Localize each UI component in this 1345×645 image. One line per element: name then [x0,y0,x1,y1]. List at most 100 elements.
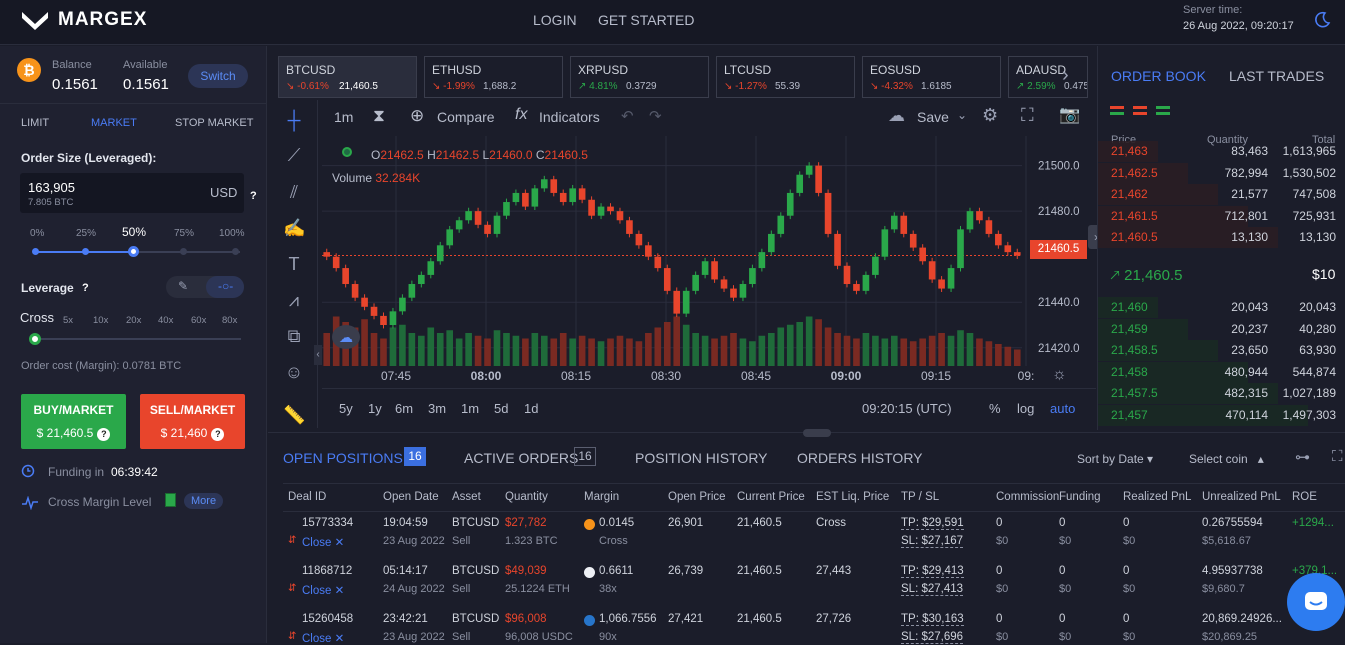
text-icon[interactable]: T [288,254,300,274]
ob-bids-row[interactable]: 21,457.5 482,315 1,027,189 [1098,383,1345,404]
collapse-left-icon[interactable]: ‹ [314,345,322,365]
ticker-ethusd[interactable]: ETHUSD ↘ -1.99% 1,688.2 [424,56,563,98]
switch-button[interactable]: Switch [188,64,248,88]
buy-help-icon[interactable]: ? [97,428,111,441]
ob-asks-row[interactable]: 21,462.5 782,994 1,530,502 [1098,162,1345,184]
tab-order-book[interactable]: ORDER BOOK [1111,68,1206,84]
ticker-adausd[interactable]: ADAUSD ↗ 2.59% 0.475 [1008,56,1088,98]
emoji-icon[interactable]: ☺ [284,362,304,382]
order-size-input[interactable]: 163,905 7.805 BTC USD [20,173,244,213]
resize-handle[interactable] [803,429,831,437]
col-open-date[interactable]: Open Date [383,491,439,503]
col-deal-id[interactable]: Deal ID [288,491,327,503]
gear-icon[interactable]: ⚙ [982,105,999,125]
ob-asks-row[interactable]: 21,463 83,463 1,613,965 [1098,141,1345,162]
ob-bids-row[interactable]: 21,458 480,944 544,874 [1098,361,1345,383]
compare-button[interactable]: Compare [437,109,495,125]
pattern-icon[interactable]: ⩘ [288,290,300,310]
col-asset[interactable]: Asset [452,491,481,503]
leverage-slider-track[interactable] [35,338,241,340]
get-started-link[interactable]: GET STARTED [598,12,695,28]
redo-icon[interactable]: ↷ [649,108,662,125]
tab-orders-history[interactable]: ORDERS HISTORY [797,450,923,466]
col-current-price[interactable]: Current Price [737,491,805,503]
col-funding[interactable]: Funding [1059,491,1101,503]
tradingview-logo-icon[interactable]: ☁ [332,325,360,349]
col-margin[interactable]: Margin [584,491,620,503]
tab-limit[interactable]: LIMIT [21,117,50,129]
size-slider-handle[interactable] [128,246,139,257]
save-button[interactable]: Save [917,109,949,125]
candle-type-icon[interactable]: ⧗ [373,106,385,125]
ticker-eosusd[interactable]: EOSUSD ↘ -4.32% 1.6185 [862,56,1001,98]
more-button[interactable]: More [184,493,224,509]
close-button[interactable]: Close ✕ [302,633,345,645]
chevron-right-icon[interactable]: › [1062,64,1069,86]
crosshair-icon[interactable]: ┼ [287,110,301,130]
select-coin-dropdown[interactable]: Select coin ▴ [1189,452,1264,466]
buy-market-button[interactable]: BUY/MARKET $ 21,460.5? [21,394,126,449]
ticker-ltcusd[interactable]: LTCUSD ↘ -1.27% 55.39 [716,56,855,98]
ob-bids-row[interactable]: 21,460 20,043 20,043 [1098,297,1345,318]
moon-icon[interactable] [1313,11,1331,29]
interval-button[interactable]: 1m [334,109,354,125]
tab-position-history[interactable]: POSITION HISTORY [635,450,768,466]
trend-line-icon[interactable]: ⟋ [287,145,301,165]
tab-open-positions[interactable]: OPEN POSITIONS [283,450,403,466]
tab-last-trades[interactable]: LAST TRADES [1229,68,1325,84]
undo-icon[interactable]: ↶ [621,108,634,125]
ticker-btcusd[interactable]: BTCUSD ↘ -0.61% 21,460.5 [278,56,417,98]
tab-stop-market[interactable]: STOP MARKET [175,117,254,129]
percent-toggle[interactable]: % [989,401,1001,416]
measure-icon[interactable]: ⧉ [287,326,301,346]
pencil-icon[interactable]: ✎ [178,279,189,293]
cloud-icon[interactable]: ☁ [888,106,905,125]
camera-icon[interactable]: 📷 [1059,105,1081,124]
book-view-both-icon[interactable] [1110,106,1124,115]
chat-support-button[interactable] [1287,573,1345,631]
ob-asks-row[interactable]: 21,460.5 13,130 13,130 [1098,227,1345,248]
ob-bids-row[interactable]: 21,457 470,114 1,497,303 [1098,404,1345,426]
tab-active-orders[interactable]: ACTIVE ORDERS [464,450,579,466]
col-open-price[interactable]: Open Price [668,491,726,503]
log-toggle[interactable]: log [1017,401,1035,416]
brush-icon[interactable]: ✍ [283,218,306,238]
sell-help-icon[interactable]: ? [211,428,225,441]
tab-market[interactable]: MARKET [91,117,137,129]
login-link[interactable]: LOGIN [533,12,577,28]
range-5y[interactable]: 5y [339,401,353,416]
link-icon[interactable]: ⊶ [1295,449,1310,466]
range-1y[interactable]: 1y [368,401,382,416]
book-view-bids-icon[interactable] [1156,106,1170,115]
slider-mode-icon[interactable]: -○- [206,276,244,298]
col-realized-pnl[interactable]: Realized PnL [1123,491,1192,503]
brand-logo[interactable]: MARGEX [20,8,147,32]
fullscreen-icon[interactable]: ⛶ [1021,105,1034,125]
fib-icon[interactable]: ⫽ [289,182,299,202]
col-unrealized-pnl[interactable]: Unrealized PnL [1202,491,1281,503]
ticker-xrpusd[interactable]: XRPUSD ↗ 4.81% 0.3729 [570,56,709,98]
sort-dropdown[interactable]: Sort by Date ▾ [1077,452,1154,466]
ruler-icon[interactable]: 📏 [283,405,306,425]
range-5d[interactable]: 5d [494,401,509,416]
auto-toggle[interactable]: auto [1050,401,1076,416]
book-view-asks-icon[interactable] [1133,106,1147,115]
close-button[interactable]: Close ✕ [302,585,345,597]
col-roe[interactable]: ROE [1292,491,1317,503]
col-commission[interactable]: Commission [996,491,1060,503]
axis-settings-icon[interactable]: ☼ [1052,366,1067,383]
chevron-down-icon[interactable]: ⌄ [957,108,968,122]
col-tp-sl[interactable]: TP / SL [901,491,940,503]
col-quantity[interactable]: Quantity [505,491,548,503]
order-size-help-icon[interactable]: ? [250,190,257,202]
add-compare-icon[interactable]: ⊕ [410,106,425,125]
ob-asks-row[interactable]: 21,461.5 712,801 725,931 [1098,205,1345,227]
range-3m[interactable]: 3m [428,401,447,416]
expand-icon[interactable]: ⛶ [1332,448,1343,465]
ob-bids-row[interactable]: 21,458.5 23,650 63,930 [1098,340,1345,361]
col-liq-price[interactable]: EST Liq. Price [816,491,890,503]
range-6m[interactable]: 6m [395,401,414,416]
leverage-mode-toggle[interactable]: ✎ -○- [166,276,244,298]
range-1m[interactable]: 1m [461,401,480,416]
